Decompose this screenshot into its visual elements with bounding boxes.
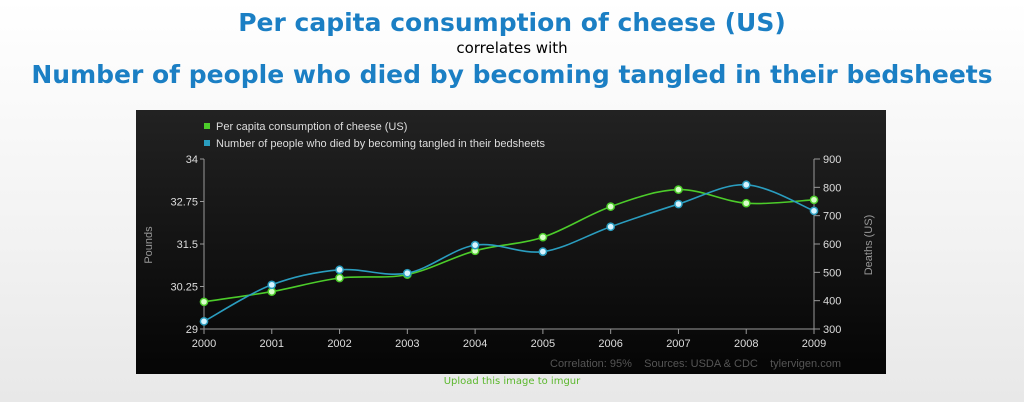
series-line-cheese bbox=[203, 188, 815, 303]
data-point-cheese bbox=[674, 185, 683, 194]
y2-tick-label: 300 bbox=[823, 324, 841, 336]
legend-bedsheets: Number of people who died by becoming ta… bbox=[216, 138, 545, 150]
x-tick-label: 2006 bbox=[598, 338, 622, 350]
x-tick-label: 2003 bbox=[395, 338, 419, 350]
chart-background bbox=[136, 110, 886, 374]
x-tick-label: 2000 bbox=[192, 338, 216, 350]
data-point-cheese bbox=[538, 232, 548, 242]
data-point-bedsheets bbox=[674, 199, 683, 209]
upload-link[interactable]: Upload this image to imgur bbox=[443, 376, 581, 387]
y2-tick-label: 600 bbox=[823, 239, 841, 251]
sources-annotation: Correlation: 95% Sources: USDA & CDC tyl… bbox=[550, 358, 841, 370]
data-point-bedsheets bbox=[606, 222, 616, 232]
x-tick-label: 2001 bbox=[260, 338, 284, 350]
y-axis-label: Pounds bbox=[143, 226, 155, 264]
x-tick-label: 2002 bbox=[327, 338, 351, 350]
data-point-bedsheets bbox=[267, 280, 277, 290]
y2-tick-label: 500 bbox=[823, 267, 841, 279]
data-point-cheese bbox=[606, 202, 616, 211]
y2-axis-label: Deaths (US) bbox=[863, 215, 875, 276]
series-line-bedsheets bbox=[203, 183, 815, 323]
y2-tick-label: 900 bbox=[823, 154, 841, 166]
y-tick-label: 29 bbox=[186, 324, 198, 336]
x-tick-label: 2005 bbox=[531, 338, 555, 350]
chart-title-bedsheets: Number of people who died by becoming ta… bbox=[31, 60, 993, 89]
data-point-cheese bbox=[335, 273, 344, 283]
y-tick-label: 34 bbox=[186, 154, 198, 166]
y-tick-label: 30.25 bbox=[170, 282, 198, 294]
data-point-cheese bbox=[809, 195, 819, 205]
x-tick-label: 2007 bbox=[666, 338, 690, 350]
y2-tick-label: 800 bbox=[823, 182, 841, 194]
chart: 2000 2001 2002 2003 2004 2005 2006 2007 2008 2009… bbox=[136, 110, 886, 374]
data-point-cheese bbox=[741, 198, 751, 208]
data-point-bedsheets bbox=[809, 206, 819, 216]
legend-swatch-cheese bbox=[204, 123, 210, 129]
data-point-bedsheets bbox=[402, 268, 412, 278]
data-point-bedsheets bbox=[470, 240, 480, 250]
y2-tick-label: 700 bbox=[823, 211, 841, 223]
y-tick-label: 31.5 bbox=[177, 239, 198, 251]
x-tick-label: 2008 bbox=[734, 338, 758, 350]
x-tick-label: 2004 bbox=[463, 338, 487, 350]
data-point-cheese bbox=[199, 297, 209, 307]
correlates-with: correlates with bbox=[456, 39, 568, 57]
legend-cheese: Per capita consumption of cheese (US) bbox=[216, 121, 407, 133]
data-point-bedsheets bbox=[741, 180, 751, 190]
y-tick-label: 32.75 bbox=[170, 197, 198, 209]
x-tick-label: 2009 bbox=[802, 338, 826, 350]
data-point-bedsheets bbox=[538, 247, 548, 256]
data-point-bedsheets bbox=[199, 317, 209, 326]
data-point-bedsheets bbox=[335, 265, 344, 275]
chart-title-cheese: Per capita consumption of cheese (US) bbox=[238, 8, 786, 37]
y2-tick-label: 400 bbox=[823, 296, 841, 308]
legend-swatch-bedsheets bbox=[204, 140, 210, 146]
